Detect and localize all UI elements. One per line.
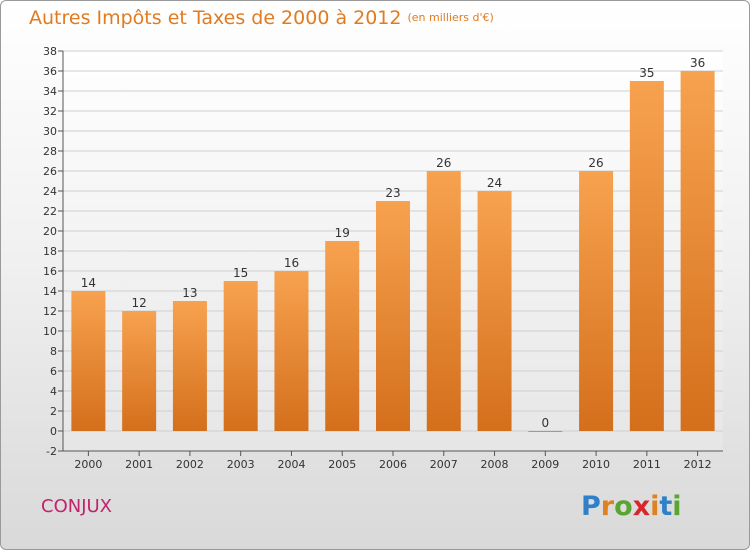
bar-value-label: 19: [335, 226, 350, 240]
bar: [629, 81, 664, 431]
y-tick-label: 30: [43, 125, 57, 138]
bar: [325, 241, 360, 431]
bar: [680, 71, 715, 431]
bar: [223, 281, 258, 431]
x-tick-label: 2010: [582, 458, 610, 471]
bar: [376, 201, 410, 431]
x-tick-label: 2009: [531, 458, 559, 471]
logo-letter: r: [600, 491, 615, 522]
logo-letter: i: [650, 491, 660, 522]
x-tick-label: 2007: [430, 458, 458, 471]
bar: [528, 431, 563, 432]
logo-letter: i: [672, 491, 682, 522]
bar: [477, 191, 512, 431]
x-tick-label: 2004: [277, 458, 305, 471]
x-tick-label: 2011: [633, 458, 661, 471]
y-tick-label: 20: [43, 225, 57, 238]
bar: [172, 301, 207, 431]
y-tick-label: 10: [43, 325, 57, 338]
y-tick-label: -2: [46, 445, 57, 458]
commune-name: CONJUX: [41, 496, 113, 517]
y-tick-label: 38: [43, 45, 57, 58]
y-tick-label: 22: [43, 205, 57, 218]
y-tick-label: 14: [43, 285, 57, 298]
bar-value-label: 14: [81, 276, 96, 290]
y-tick-label: 26: [43, 165, 57, 178]
bar-value-label: 23: [385, 186, 400, 200]
bar-value-label: 26: [588, 156, 603, 170]
y-tick-label: 4: [50, 385, 57, 398]
logo-letter: x: [632, 491, 651, 522]
x-tick-label: 2005: [328, 458, 356, 471]
y-tick-label: 18: [43, 245, 57, 258]
x-tick-label: 2000: [74, 458, 102, 471]
chart-title-text: Autres Impôts et Taxes de 2000 à 2012: [29, 7, 402, 29]
x-tick-label: 2002: [176, 458, 204, 471]
bar-value-label: 36: [690, 56, 705, 70]
y-tick-label: 8: [50, 345, 57, 358]
y-tick-label: 24: [43, 185, 57, 198]
y-tick-label: 6: [50, 365, 57, 378]
proxiti-logo: Proxiti: [581, 491, 682, 522]
bar: [274, 271, 309, 431]
bar: [579, 171, 614, 431]
bar-value-label: 35: [639, 66, 654, 80]
logo-letter: t: [659, 491, 673, 522]
y-tick-label: 36: [43, 65, 57, 78]
bar-value-label: 0: [541, 416, 549, 430]
bar: [426, 171, 461, 431]
y-tick-label: 32: [43, 105, 57, 118]
x-tick-label: 2008: [481, 458, 509, 471]
y-tick-label: 16: [43, 265, 57, 278]
chart-unit: (en milliers d'€): [407, 11, 494, 24]
x-tick-label: 2006: [379, 458, 407, 471]
bar-value-label: 13: [182, 286, 197, 300]
bar-value-label: 16: [284, 256, 299, 270]
x-tick-label: 2003: [227, 458, 255, 471]
bar: [71, 291, 106, 431]
chart-title: Autres Impôts et Taxes de 2000 à 2012 (en…: [29, 7, 494, 29]
y-tick-label: 34: [43, 85, 57, 98]
bar-value-label: 12: [132, 296, 147, 310]
bar-value-label: 15: [233, 266, 248, 280]
bar-value-label: 24: [487, 176, 502, 190]
x-tick-label: 2012: [684, 458, 712, 471]
logo-letter: P: [581, 491, 601, 522]
logo-letter: o: [614, 491, 633, 522]
x-tick-label: 2001: [125, 458, 153, 471]
y-tick-label: 2: [50, 405, 57, 418]
bar-value-label: 26: [436, 156, 451, 170]
y-tick-label: 28: [43, 145, 57, 158]
y-tick-label: 12: [43, 305, 57, 318]
y-tick-label: 0: [50, 425, 57, 438]
bar: [122, 311, 157, 431]
